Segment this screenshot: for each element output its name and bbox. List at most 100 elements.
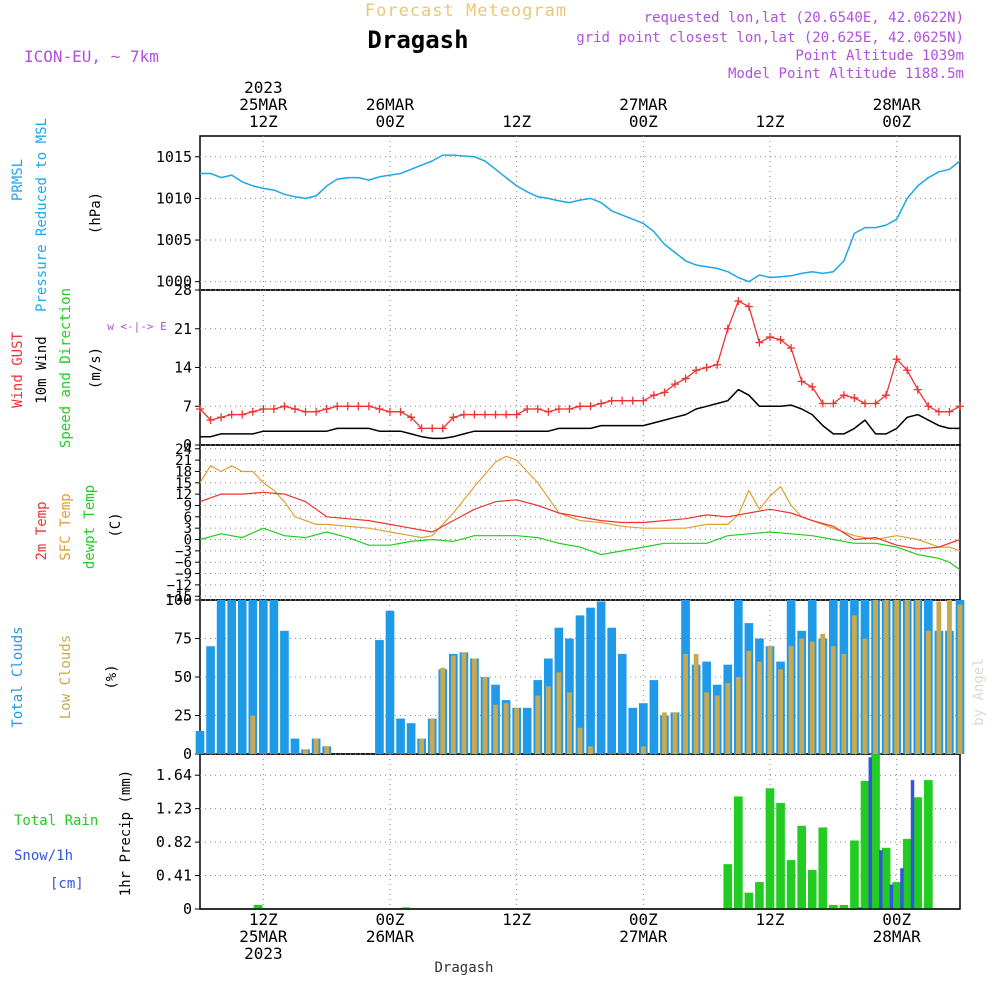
gust-marker [924, 402, 933, 411]
model-label: ICON-EU, ~ 7km [24, 47, 159, 66]
gust-marker [839, 391, 848, 400]
y-tick-label: 0 [183, 745, 192, 763]
wind-dir-label: Speed and Direction [58, 288, 74, 448]
gust-marker [438, 424, 447, 433]
gust-marker [291, 405, 299, 414]
wind-compass: w <-|-> E [107, 320, 167, 333]
gust-marker [808, 382, 817, 391]
rain-bar [839, 904, 849, 909]
dewpt-line [199, 527, 961, 571]
snow-bar [868, 757, 873, 909]
gust-marker [829, 399, 838, 408]
low-cloud-bar [925, 630, 931, 754]
gust-marker [523, 405, 532, 414]
top-time-label: 2023 [244, 78, 283, 97]
gust-marker [956, 402, 964, 411]
top-time-label: 00Z [376, 112, 405, 131]
bottom-time-label: 28MAR [873, 927, 922, 946]
gust-marker [723, 324, 732, 333]
low-cloud-bar [482, 677, 488, 754]
low-cloud-bar [852, 615, 857, 754]
requested-coords: requested lon,lat (20.6540E, 42.0622N) [644, 10, 964, 26]
gust-marker [660, 388, 669, 397]
total-cloud-bar [607, 627, 616, 754]
total-cloud-bar [195, 730, 205, 754]
gust-marker [396, 407, 405, 416]
rain-bar [871, 754, 880, 909]
low-cloud-bar [577, 727, 583, 754]
snow-bar [889, 884, 894, 909]
gust-marker [882, 391, 891, 400]
low-cloud-bar [493, 704, 498, 754]
rain-bar [734, 796, 743, 909]
total-cloud-bar [596, 601, 606, 754]
rain-bar [892, 882, 901, 909]
low-cloud-bar [809, 641, 815, 754]
y-tick-label: −3 [175, 544, 192, 560]
rain-bar [797, 825, 806, 909]
gust-marker [776, 335, 785, 344]
gust-marker [481, 410, 489, 419]
total-cloud-bar [396, 718, 405, 754]
low-cloud-bar [419, 738, 425, 754]
gust-marker [333, 402, 342, 411]
y-tick-label: 0 [183, 900, 192, 918]
grid-point-coords: grid point closest lon,lat (20.625E, 42.… [576, 30, 964, 46]
wind-unit: (m/s) [88, 347, 104, 389]
gust-marker [576, 402, 584, 411]
gust-marker [628, 396, 637, 405]
y-tick-label: 25 [174, 707, 192, 725]
gust-marker [502, 410, 511, 419]
low-cloud-bar [640, 746, 646, 754]
gust-marker [301, 407, 310, 416]
y-tick-label: 3 [184, 521, 192, 537]
snow-label: Snow/1h [14, 848, 73, 864]
gust-marker [196, 405, 204, 414]
gust-marker [755, 338, 764, 347]
y-tick-label: 21 [175, 453, 192, 469]
low-cloud-bar [588, 746, 593, 754]
rain-bar [786, 860, 796, 909]
gust-marker [322, 405, 331, 414]
rain-bar [776, 802, 785, 909]
y-tick-label: −12 [167, 578, 192, 594]
low-cloud-bar [514, 707, 520, 754]
total-cloud-bar [406, 723, 416, 754]
location-title: Dragash [367, 26, 468, 54]
low-cloud-bar [450, 655, 456, 754]
y-tick-label: 12 [175, 487, 192, 503]
low-cloud-bar [461, 652, 467, 754]
rain-bar [881, 847, 891, 909]
low-cloud-bar [957, 604, 963, 754]
gust-marker [934, 407, 943, 416]
y-tick-label: 50 [174, 668, 192, 686]
total-cloud-bar [575, 615, 585, 754]
gust-marker [850, 393, 859, 402]
gust-marker [702, 363, 711, 372]
gust-marker [766, 333, 774, 342]
low-cloud-bar [725, 683, 731, 754]
low-cloud-bar [313, 738, 319, 754]
total-cloud-bar [522, 707, 532, 754]
gust-marker [459, 410, 468, 419]
bottom-time-label: 00Z [629, 910, 658, 929]
temp2m-line [199, 491, 961, 550]
y-tick-label: 15 [175, 476, 192, 492]
prmsl-long-label: Pressure Reduced to MSL [34, 118, 50, 312]
total-cloud-bar [617, 653, 627, 754]
prmsl-label: PRMSL [10, 159, 26, 201]
gust-marker [892, 355, 901, 364]
gust-marker [554, 405, 563, 414]
gust-marker [407, 413, 416, 422]
low-cloud-bar [894, 600, 900, 754]
point-altitude: Point Altitude 1039m [795, 48, 964, 64]
rain-bar [913, 797, 923, 909]
bottom-time-label: 27MAR [619, 927, 668, 946]
rain-bar [829, 904, 838, 909]
rain-bar [924, 780, 933, 909]
low-cloud-bar [883, 600, 889, 754]
temp-unit: (C) [108, 512, 124, 537]
low-cloud-bar [862, 638, 868, 754]
low-cloud-bar [841, 653, 847, 754]
pressure-line [200, 154, 961, 283]
